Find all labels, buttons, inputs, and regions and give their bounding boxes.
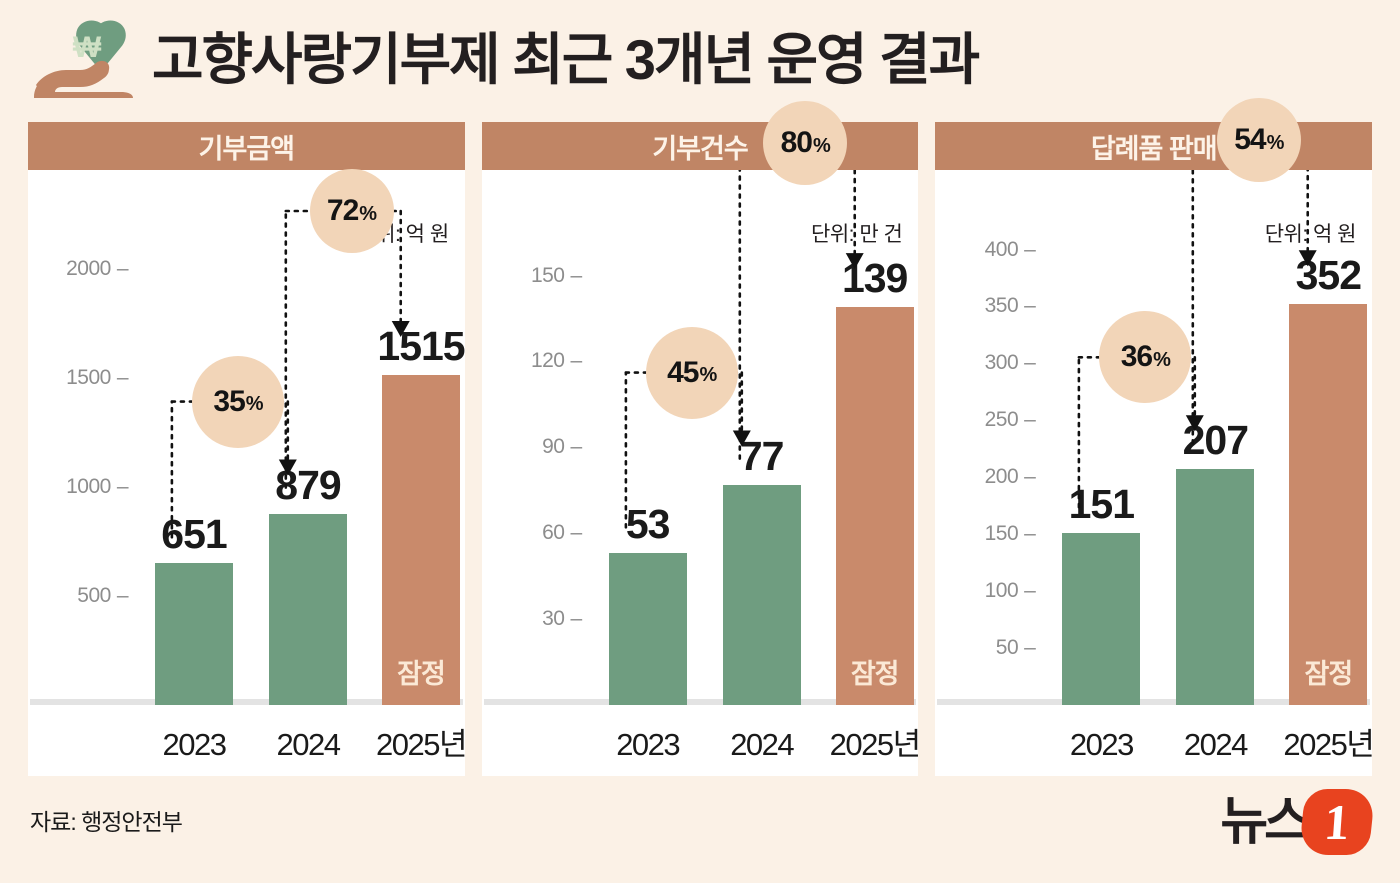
x-axis-label: 2023	[162, 727, 227, 762]
y-axis: 50– 100– 150– 200– 250– 300– 350– 400–	[949, 170, 1036, 776]
bar-value-label: 139	[841, 255, 908, 302]
growth-rate-bubble: 35%	[192, 355, 284, 448]
growth-rate-value: 35	[213, 384, 245, 418]
growth-rate-value: 54	[1234, 123, 1266, 157]
svg-text:₩: ₩	[73, 31, 102, 64]
x-axis-label: 2025년	[829, 727, 921, 762]
bar-2025년	[835, 307, 914, 705]
y-axis: 30– 60– 90– 120– 150–	[496, 170, 582, 776]
hand-holding-heart-won-icon: ₩	[28, 9, 146, 109]
growth-rate-bubble: 36%	[1099, 311, 1192, 404]
news1-logo-badge: 1	[1298, 789, 1376, 855]
y-axis-tick: 30–	[542, 607, 582, 631]
y-axis-tick: 300–	[984, 351, 1036, 375]
unit-label-gift-sales: 단위: 억 원	[1264, 223, 1357, 246]
bar-note-provisional: 잠정	[1304, 659, 1354, 689]
growth-rate-percent-sign: %	[699, 364, 717, 387]
chart-panel-donation-amount: 기부금액 단위: 억 원 500–1000–1500–2000–651 2023 8…	[28, 122, 467, 776]
y-axis-tick: 1000–	[66, 475, 128, 499]
y-axis-tick: 150–	[530, 263, 582, 287]
bar-value-label: 879	[275, 461, 341, 508]
x-axis-label: 2024	[730, 727, 794, 762]
news1-logo-text: 뉴스	[1220, 793, 1312, 851]
y-axis-tick: 90–	[542, 435, 582, 459]
y-axis-tick: 120–	[530, 349, 582, 373]
source-note: 자료: 행정안전부	[30, 809, 183, 835]
y-axis-tick: 400–	[984, 237, 1036, 261]
growth-rate-bubble: 80%	[763, 101, 848, 186]
chart-panel-gift-sales: 답례품 판매 단위: 억 원 50– 100– 150– 200– 250– 300– 35…	[935, 98, 1375, 776]
chart-baseline	[483, 699, 917, 705]
growth-rate-value: 80	[780, 126, 813, 160]
bar-2024	[269, 513, 347, 705]
bar-2023	[155, 563, 233, 705]
infographic-header: ₩ 고향사랑기부제 최근 3개년 운영 결과	[0, 0, 1400, 118]
unit-label-donation-count: 단위: 만 건	[811, 223, 903, 246]
chart-baseline	[30, 699, 463, 705]
x-axis-label: 2024	[1183, 727, 1248, 762]
bar-value-label: 77	[739, 432, 785, 479]
chart-panels: 기부금액 단위: 억 원 500– 1000– 1500– 2000– 651 2023 8…	[28, 98, 1375, 776]
panel-body-donation-amount: 단위: 억 원 500–1000–1500–2000–651 2023 879 202…	[28, 169, 467, 776]
bar-note-provisional: 잠정	[850, 659, 900, 689]
x-axis-label: 2023	[1069, 727, 1134, 762]
bar-2025년	[382, 375, 460, 705]
growth-rate-percent-sign: %	[812, 134, 831, 157]
news1-logo-badge-digit: 1	[1322, 794, 1352, 850]
plot-area-gift-sales: 50– 100– 150– 200– 250– 300– 350– 400– 151 2023 20…	[935, 98, 1375, 776]
x-axis-label: 2025년	[1283, 727, 1374, 762]
plot-area-donation-amount: 500– 1000– 1500– 2000– 651 2023 879 2024 1515 잠정 2…	[28, 169, 467, 776]
panel-body-donation-count: 단위: 만 건 30– 60– 90– 120– 150– 53 2023 77 2024 139…	[481, 101, 921, 776]
plot-area-donation-count: 30– 60– 90– 120– 150– 53 2023 77 2024 139 잠정 2025년 4…	[482, 101, 921, 776]
news1-logo: 뉴스 1	[1220, 789, 1376, 855]
y-axis-tick: 1500–	[66, 366, 128, 390]
y-axis-tick: 200–	[984, 465, 1036, 489]
y-axis-tick: 60–	[542, 521, 582, 545]
y-axis-tick: 100–	[984, 579, 1036, 603]
bar-2024	[1176, 469, 1255, 705]
growth-rate-value: 72	[326, 194, 359, 227]
bar-2025년	[1289, 304, 1368, 705]
bar-2024	[722, 484, 801, 705]
bar-value-label: 1515	[377, 323, 465, 369]
bar-2023	[608, 553, 687, 705]
x-axis-label: 2023	[616, 727, 680, 762]
bar-value-label: 207	[1182, 417, 1249, 464]
growth-rate-value: 36	[1120, 340, 1153, 374]
growth-rate-percent-sign: %	[359, 202, 377, 225]
page-title: 고향사랑기부제 최근 3개년 운영 결과	[152, 28, 980, 91]
growth-rate-percent-sign: %	[1153, 348, 1171, 371]
bar-value-label: 53	[625, 501, 671, 548]
panel-body-gift-sales: 단위: 억 원 50– 100– 150– 200– 250– 300– 350– 400– 1…	[935, 98, 1375, 776]
bar-value-label: 651	[161, 511, 227, 558]
x-axis-label: 2024	[276, 727, 341, 762]
bar-2023	[1062, 533, 1141, 705]
y-axis-tick: 50–	[995, 636, 1036, 660]
y-axis-tick: 2000–	[66, 257, 128, 281]
panel-title-donation-count: 기부건수	[481, 122, 919, 170]
bar-value-label: 151	[1068, 481, 1135, 528]
bar-note-provisional: 잠정	[397, 659, 446, 689]
growth-rate-value: 45	[667, 355, 699, 389]
y-axis: 500– 1000– 1500– 2000–	[42, 170, 128, 776]
chart-panel-donation-count: 기부건수 단위: 만 건 30– 60– 90– 120– 150– 53 2023 77 20…	[481, 101, 921, 776]
growth-rate-bubble: 54%	[1216, 98, 1301, 183]
y-axis-tick: 250–	[984, 408, 1036, 432]
growth-rate-percent-sign: %	[245, 393, 264, 416]
bar-value-label: 352	[1295, 252, 1362, 299]
infographic-footer: 자료: 행정안전부 뉴스 1	[0, 783, 1400, 883]
panel-title-gift-sales: 답례품 판매	[935, 122, 1373, 170]
chart-baseline	[937, 699, 1371, 705]
y-axis-tick: 500–	[77, 584, 128, 608]
growth-rate-bubble: 72%	[309, 169, 394, 253]
growth-rate-bubble: 45%	[645, 326, 738, 419]
y-axis-tick: 150–	[984, 522, 1036, 546]
panel-title-donation-amount: 기부금액	[28, 122, 465, 170]
growth-rate-percent-sign: %	[1266, 131, 1285, 154]
y-axis-tick: 350–	[984, 294, 1036, 318]
x-axis-label: 2025년	[376, 727, 467, 762]
